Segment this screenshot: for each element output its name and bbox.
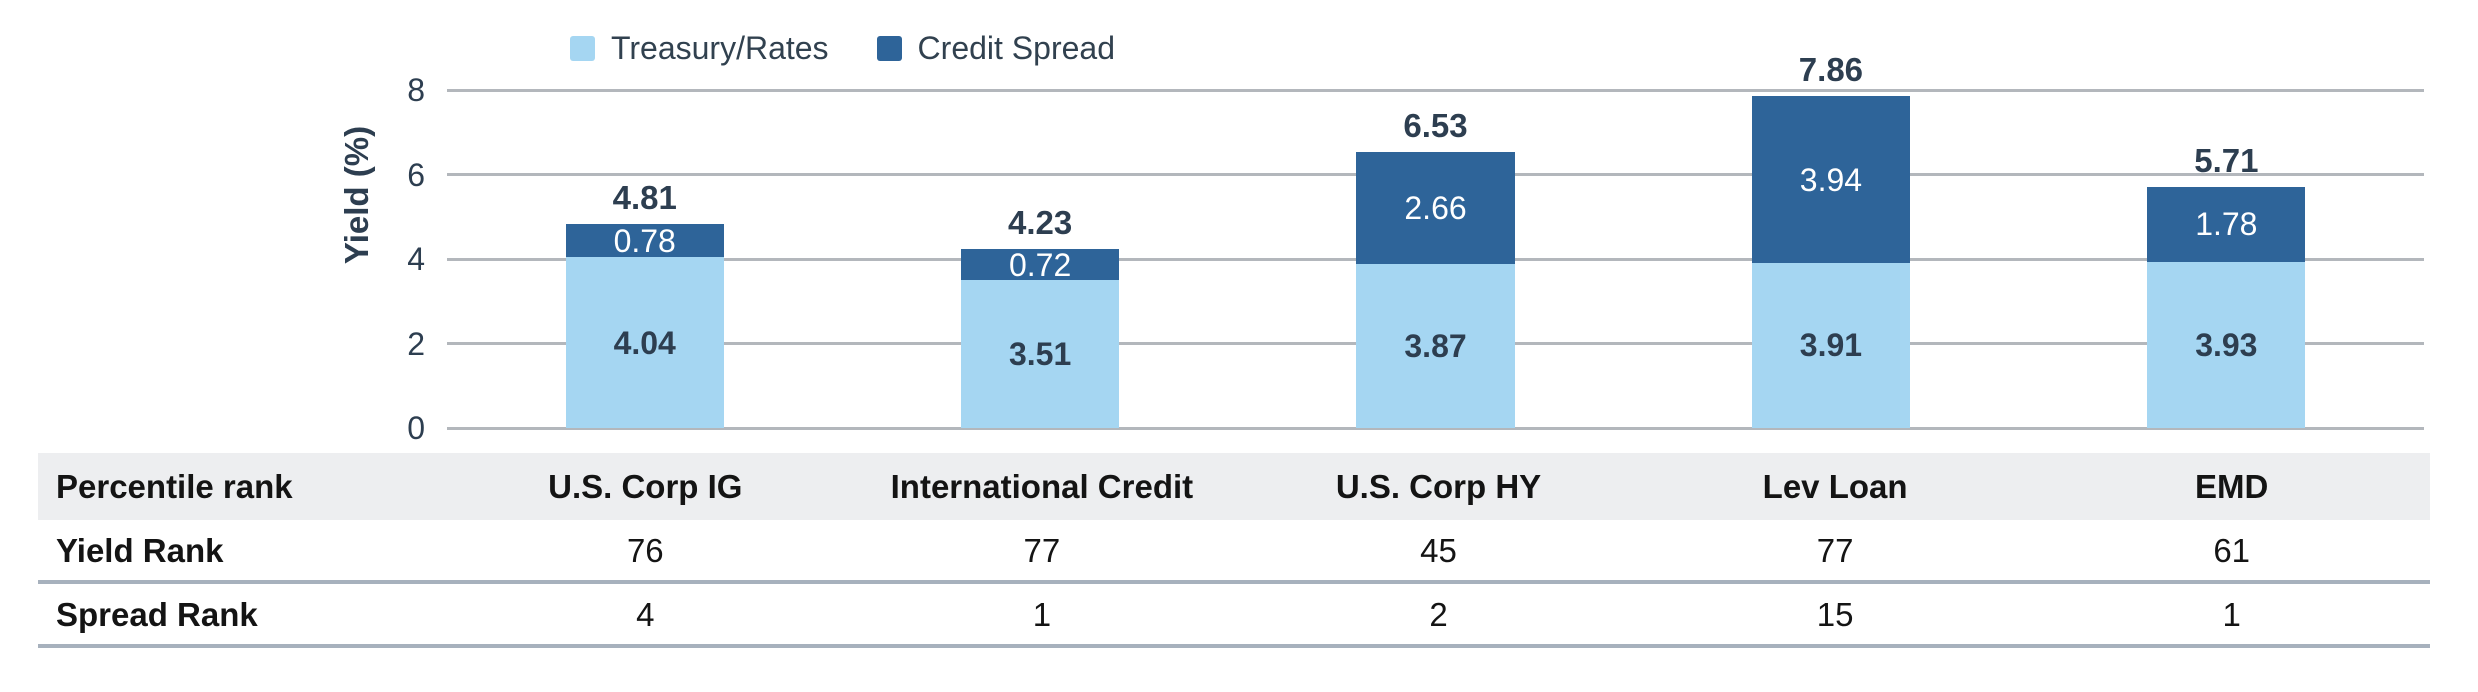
- segment-value-label: 2.66: [1404, 190, 1467, 227]
- bar-group: 6.53 2.66 3.87: [1238, 90, 1633, 428]
- table-cell: 76: [447, 520, 844, 584]
- bar-segment-credit-spread: 2.66: [1356, 152, 1515, 265]
- table-column-header: Lev Loan: [1636, 453, 2034, 520]
- bar-total-label: 4.81: [612, 179, 677, 217]
- y-tick-label: 6: [407, 156, 425, 193]
- table-cell: 61: [2033, 520, 2430, 584]
- segment-value-label: 3.93: [2195, 326, 2258, 363]
- gridline: [447, 426, 2424, 430]
- bar-segment-credit-spread: 0.78: [565, 222, 724, 259]
- gridline: [447, 88, 2424, 92]
- segment-value-label: 1.78: [2195, 206, 2258, 243]
- table-cell: 1: [843, 584, 1241, 648]
- legend-label: Credit Spread: [917, 30, 1115, 66]
- legend-item-treasury-rates: Treasury/Rates: [570, 30, 829, 67]
- table-cell: 4: [447, 584, 844, 648]
- segment-value-label: 3.91: [1799, 327, 1863, 364]
- bar-segment-treasury-rates: 3.87: [1356, 264, 1515, 428]
- credit-spread-swatch-icon: [876, 36, 902, 61]
- bar-total-label: 6.53: [1403, 107, 1468, 145]
- bar-segment-treasury-rates: 3.91: [1751, 262, 1910, 428]
- table-column-header: EMD: [2033, 453, 2430, 520]
- treasury-rates-swatch-icon: [570, 36, 595, 61]
- table-cell: 45: [1240, 520, 1637, 584]
- plot-area: 4.81 0.78 4.04 4.23 0.72 3.51 6.53 2.66 3.87 7.86…: [407, 53, 2424, 444]
- legend: Treasury/Rates Credit Spread: [570, 30, 1115, 67]
- bar-segment-treasury-rates: 3.93: [2147, 261, 2306, 428]
- percentile-rank-table: Percentile rank U.S. Corp IG International…: [38, 453, 2430, 648]
- bar-segment-treasury-rates: 3.51: [961, 279, 1120, 428]
- y-axis-title: Yield (%): [338, 125, 375, 265]
- y-tick-label: 2: [407, 325, 425, 362]
- bar-total-label: 4.23: [1007, 204, 1073, 242]
- bar-segment-credit-spread: 0.72: [961, 246, 1120, 283]
- segment-value-label: 0.72: [1008, 246, 1072, 283]
- stacked-bar: 6.53 2.66 3.87: [1356, 109, 1515, 428]
- legend-item-credit-spread: Credit Spread: [876, 30, 1115, 67]
- stacked-bar: 7.86 3.94 3.91: [1751, 53, 1910, 428]
- stacked-bar: 4.81 0.78 4.04: [565, 181, 724, 428]
- bar-group: 4.23 0.72 3.51: [842, 90, 1237, 428]
- table-column-header: U.S. Corp IG: [447, 453, 844, 520]
- legend-label: Treasury/Rates: [611, 30, 829, 66]
- table-row-label: Yield Rank: [38, 520, 447, 584]
- table-cell: 1: [2033, 584, 2430, 648]
- table-column-header: International Credit: [843, 453, 1241, 520]
- table-column-header: U.S. Corp HY: [1240, 453, 1637, 520]
- bar-group: 7.86 3.94 3.91: [1633, 53, 2028, 428]
- bar-segment-credit-spread: 3.94: [1751, 96, 1910, 263]
- table-row-label: Spread Rank: [38, 584, 447, 648]
- bar-segment-treasury-rates: 4.04: [565, 257, 724, 428]
- y-tick-label: 0: [407, 410, 425, 446]
- segment-value-label: 3.87: [1404, 328, 1467, 365]
- stacked-bar: 5.71 1.78 3.93: [2147, 144, 2306, 428]
- table-cell: 77: [843, 520, 1241, 584]
- y-tick-label: 8: [407, 72, 425, 108]
- y-tick-label: 4: [407, 241, 425, 277]
- stacked-bar: 4.23 0.72 3.51: [961, 206, 1120, 428]
- bar-segment-credit-spread: 1.78: [2147, 186, 2306, 262]
- bar-group: 5.71 1.78 3.93: [2029, 90, 2424, 428]
- segment-value-label: 3.51: [1008, 335, 1072, 372]
- segment-value-label: 3.94: [1799, 161, 1863, 198]
- segment-value-label: 0.78: [613, 222, 676, 259]
- table-cell: 2: [1240, 584, 1637, 648]
- segment-value-label: 4.04: [613, 324, 676, 361]
- table-cell: 15: [1636, 584, 2034, 648]
- table-cell: 77: [1636, 520, 2034, 584]
- bar-total-label: 5.71: [2194, 141, 2259, 179]
- bar-total-label: 7.86: [1798, 51, 1864, 89]
- bars-row: 4.81 0.78 4.04 4.23 0.72 3.51 6.53 2.66 3.87 7.86…: [447, 53, 2424, 428]
- bar-group: 4.81 0.78 4.04: [447, 90, 842, 428]
- table-header-label: Percentile rank: [38, 453, 447, 520]
